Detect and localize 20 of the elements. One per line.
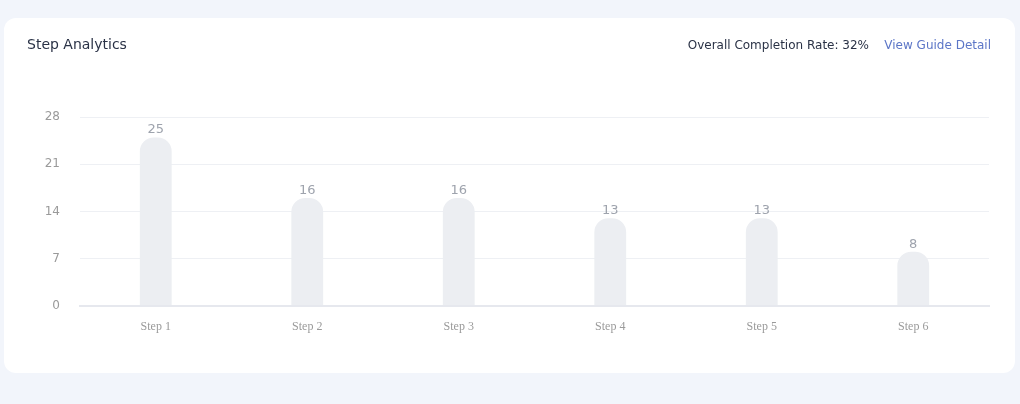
x-tick-label: Step 4 (595, 318, 626, 333)
data-label: 16 (450, 181, 468, 197)
x-tick-label: Step 6 (898, 318, 929, 333)
data-label: 8 (909, 235, 918, 251)
x-tick-label: Step 2 (292, 318, 323, 333)
data-label: 25 (147, 121, 165, 137)
x-tick-label: Step 3 (443, 318, 474, 333)
chart-title: Step Analytics (27, 36, 127, 52)
y-tick-label: 28 (44, 109, 60, 124)
y-tick-label: 0 (52, 297, 60, 312)
x-tick-label: Step 1 (140, 318, 171, 333)
y-tick-label: 14 (44, 203, 60, 218)
chart-subtitle: Overall Completion Rate: 32% (687, 38, 869, 52)
data-label: 16 (298, 181, 316, 197)
data-label: 13 (601, 202, 619, 217)
data-label: 13 (753, 202, 771, 217)
y-tick-label: 21 (44, 156, 60, 171)
y-tick-label: 7 (52, 250, 60, 265)
x-tick-label: Step 5 (746, 318, 777, 333)
text: View Guide Detail (884, 38, 991, 52)
